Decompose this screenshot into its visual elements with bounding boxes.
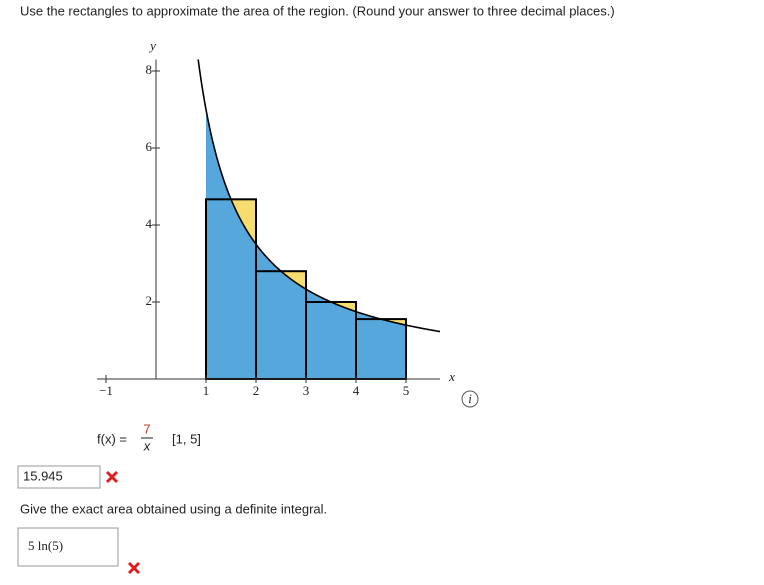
x-tick-label: 5 xyxy=(403,383,410,398)
x-tick-label: 1 xyxy=(203,383,210,398)
x-tick-label: −1 xyxy=(99,383,113,398)
answer-value[interactable]: 15.945 xyxy=(23,468,63,483)
wrong-mark-2 xyxy=(127,561,141,575)
x-axis-label: x xyxy=(448,369,455,384)
function-denominator: x xyxy=(143,438,151,453)
question: Use the rectangles to approximate the ar… xyxy=(20,3,615,18)
answer-input-2[interactable] xyxy=(17,527,119,567)
x-tick-label: 2 xyxy=(253,383,260,398)
x-tick-label: 3 xyxy=(303,383,310,398)
prompt: Give the exact area obtained using a def… xyxy=(20,501,327,516)
answer-value-2[interactable]: 5 ln(5) xyxy=(28,538,63,553)
y-tick-label: 2 xyxy=(146,293,153,308)
info-icon[interactable] xyxy=(461,390,479,408)
y-tick-label: 4 xyxy=(146,216,153,231)
function-lhs: f(x) = xyxy=(97,431,127,446)
wrong-mark xyxy=(105,470,119,484)
y-tick-label: 6 xyxy=(146,139,153,154)
interval: [1, 5] xyxy=(172,431,201,446)
curve xyxy=(197,59,441,333)
info-icon-text[interactable]: i xyxy=(468,391,472,406)
y-tick-label: 8 xyxy=(146,62,153,77)
answer-input[interactable] xyxy=(17,465,101,489)
x-tick-label: 4 xyxy=(353,383,360,398)
function-numerator: 7 xyxy=(143,421,150,436)
y-axis-label: y xyxy=(148,38,156,53)
plot: −1 1 2 3 4 5 2 4 6 8 xyxy=(97,59,441,398)
